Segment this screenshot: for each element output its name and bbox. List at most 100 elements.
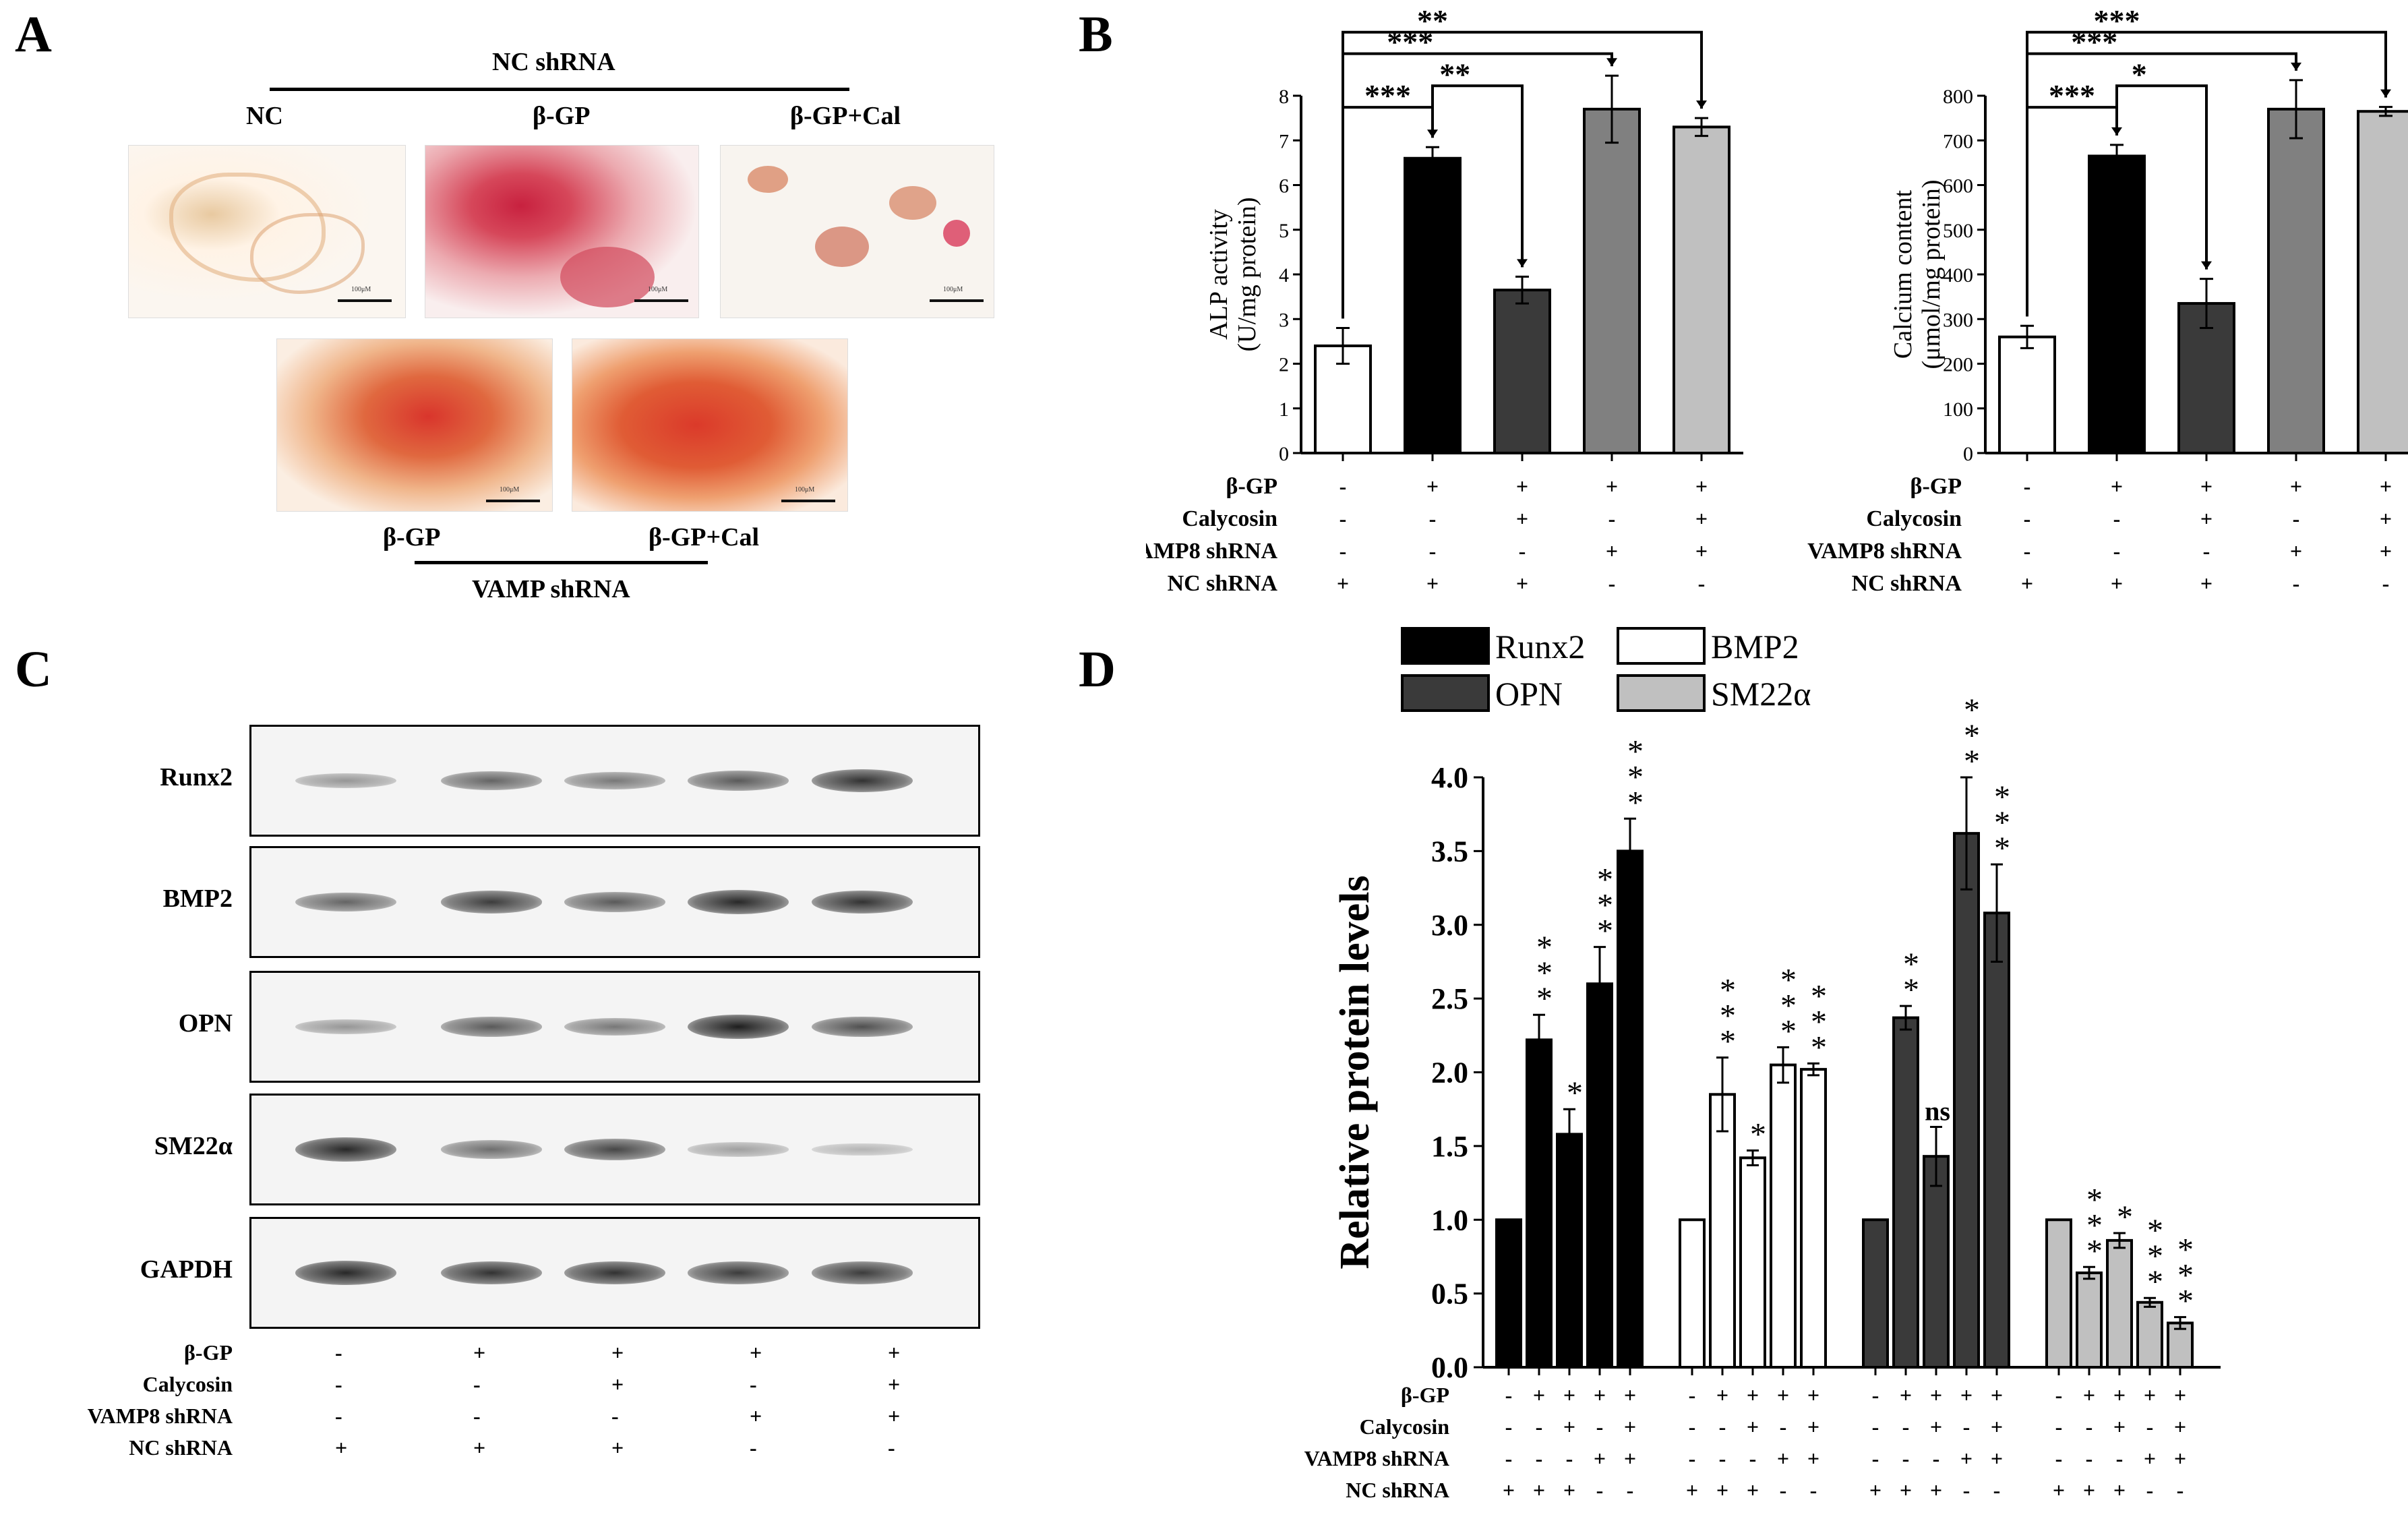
treatment-sign: - xyxy=(2024,539,2031,563)
treatment-sign: + xyxy=(1624,1414,1636,1439)
treatment-sign: - xyxy=(2055,1383,2063,1407)
legend-label: OPN xyxy=(1495,675,1563,713)
treatment-sign: + xyxy=(888,1340,901,1365)
panel-d-chart: 0.0 0.5 1.0 1.5 2.0 2.5 3.0 3.5 4.0 Relative prot… xyxy=(1304,627,2221,1502)
treatment-sign: + xyxy=(1606,474,1618,498)
significance-label: ** xyxy=(1417,3,1448,38)
significance-star: * xyxy=(1720,998,1736,1034)
bar xyxy=(1583,107,1641,454)
significance-star: * xyxy=(1750,1116,1766,1152)
treatment-sign: + xyxy=(1900,1383,1912,1407)
blot-2 xyxy=(249,971,980,1083)
treatment-sign: + xyxy=(1606,539,1618,563)
y-tick-label: 1 xyxy=(1279,398,1289,421)
treatment-sign: + xyxy=(1807,1414,1819,1439)
treatment-sign: + xyxy=(1747,1383,1759,1407)
blot-band xyxy=(440,891,542,914)
blot-band xyxy=(564,772,665,789)
significance-bracket xyxy=(2115,84,2208,270)
treatment-sign: - xyxy=(1429,539,1437,563)
treatment-sign: + xyxy=(1716,1383,1728,1407)
bar xyxy=(1953,832,1980,1369)
treatment-row-label: β-GP xyxy=(1401,1383,1449,1407)
y-tick-label: 2.5 xyxy=(1431,982,1468,1015)
treatment-sign: + xyxy=(1516,571,1528,595)
significance-bracket xyxy=(1431,84,1524,268)
scale-label: 100μM xyxy=(648,286,668,293)
treatment-sign: + xyxy=(2083,1478,2095,1502)
significance-star: * xyxy=(2147,1264,2163,1300)
treatment-sign: - xyxy=(1566,1446,1573,1470)
blot-band xyxy=(295,1137,397,1162)
bar xyxy=(2136,1300,2163,1369)
bracket-arrow xyxy=(1606,58,1617,67)
significance-star: * xyxy=(2086,1233,2103,1269)
treatment-sign: + xyxy=(888,1404,901,1428)
treatment-sign: - xyxy=(1536,1446,1543,1470)
treatment-sign: + xyxy=(1426,571,1439,595)
legend-label: SM22α xyxy=(1711,675,1811,713)
significance-star: * xyxy=(1994,831,2010,866)
blot-band xyxy=(295,1261,397,1285)
y-axis-label: Relative protein levels xyxy=(1332,875,1378,1269)
significance-label: *** xyxy=(1387,25,1433,59)
significance-star: * xyxy=(1536,930,1553,965)
significance-star: * xyxy=(1994,779,2010,815)
treatment-sign: + xyxy=(611,1372,624,1396)
treatment-row-label: β-GP xyxy=(1910,474,1962,499)
treatment-sign: + xyxy=(1533,1478,1545,1502)
significance-star: * xyxy=(1720,973,1736,1009)
bar xyxy=(1617,849,1644,1369)
legend-swatch xyxy=(1401,674,1490,712)
treatment-sign: - xyxy=(2146,1414,2154,1439)
bar xyxy=(1983,911,2010,1369)
treatment-sign: + xyxy=(2144,1383,2156,1407)
treatment-sign: + xyxy=(1533,1383,1545,1407)
significance-star: * xyxy=(1903,972,1919,1008)
treatment-sign: + xyxy=(2144,1446,2156,1470)
treatment-sign: + xyxy=(1747,1414,1759,1439)
significance-star: * xyxy=(2147,1213,2163,1249)
legend-swatch xyxy=(1617,627,1706,665)
blot-band xyxy=(811,1016,913,1038)
significance-star: * xyxy=(1780,1013,1797,1049)
significance-label: ** xyxy=(1439,57,1470,91)
treatment-sign: - xyxy=(1993,1478,2001,1502)
scale-label: 100μM xyxy=(943,286,963,293)
blot-band xyxy=(564,892,665,912)
treatment-row-label: Calycosin xyxy=(142,1372,233,1396)
significance-label: *** xyxy=(2049,78,2095,113)
significance-star: * xyxy=(1536,955,1553,991)
y-tick-label: 200 xyxy=(1943,354,1973,376)
y-tick-label: 1.5 xyxy=(1431,1130,1468,1163)
treatment-sign: + xyxy=(2380,506,2392,531)
blot-band xyxy=(564,1261,665,1285)
treatment-sign: + xyxy=(611,1435,624,1460)
micro-label-nc: NC xyxy=(246,102,283,130)
treatment-sign: - xyxy=(2293,506,2300,531)
treatment-sign: - xyxy=(2024,474,2031,498)
treatment-sign: - xyxy=(2055,1414,2063,1439)
significance-star: * xyxy=(1811,978,1827,1014)
treatment-row-label: Calycosin xyxy=(1360,1414,1450,1439)
legend-label: BMP2 xyxy=(1711,628,1799,665)
treatment-row-label: VAMP8 shRNA xyxy=(1304,1446,1449,1470)
scale-label: 100μM xyxy=(351,286,371,293)
nc-shrna-rule xyxy=(270,88,849,91)
treatment-sign: - xyxy=(2203,539,2210,563)
significance-star: * xyxy=(1597,888,1613,924)
treatment-sign: + xyxy=(1991,1414,2003,1439)
bar xyxy=(1493,289,1551,454)
treatment-row-label: NC shRNA xyxy=(1168,571,1278,596)
significance-star: * xyxy=(1964,692,1980,728)
treatment-sign: - xyxy=(1627,1478,1634,1502)
bar xyxy=(2357,110,2408,454)
treatment-sign: + xyxy=(2113,1414,2126,1439)
y-tick-label: 2 xyxy=(1279,354,1289,376)
treatment-sign: + xyxy=(2290,474,2302,498)
treatment-row-label: VAMP8 shRNA xyxy=(1807,539,1962,564)
treatment-sign: - xyxy=(1902,1446,1910,1470)
treatment-sign: - xyxy=(2116,1446,2124,1470)
micro-label-bgp-cal: β-GP+Cal xyxy=(790,102,901,130)
micrograph-bgp-cal: 100μM xyxy=(720,145,994,318)
